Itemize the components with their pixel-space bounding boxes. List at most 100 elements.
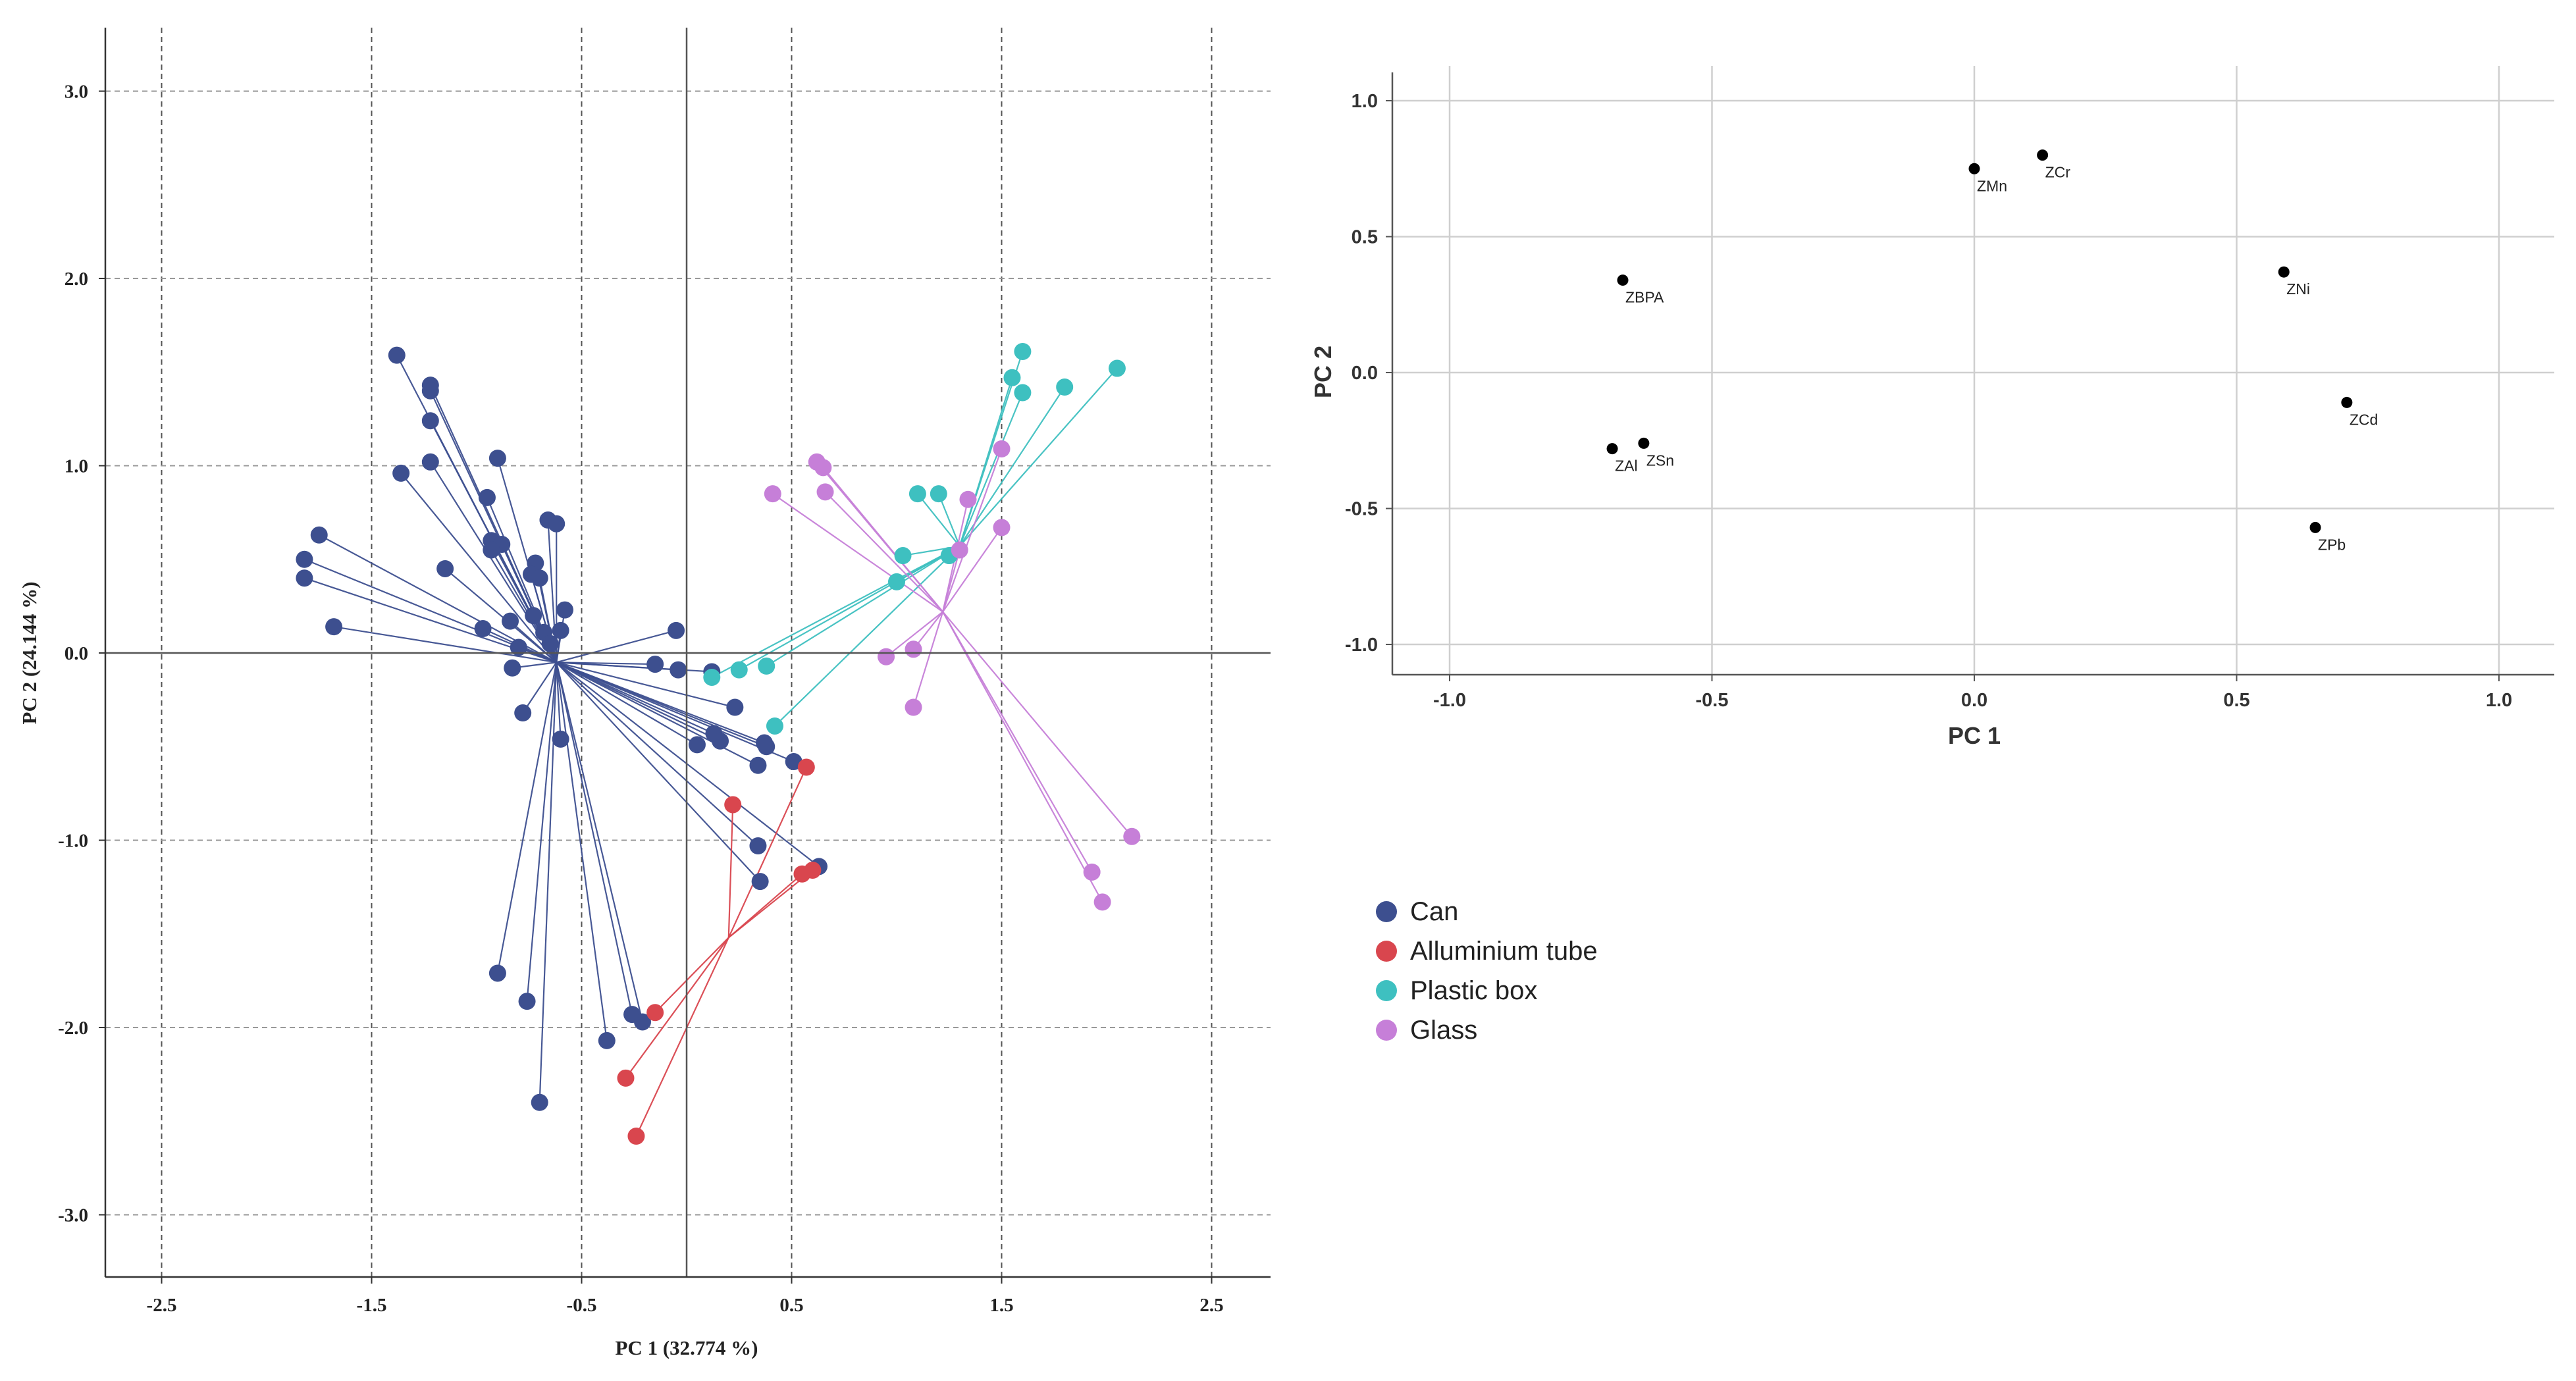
loading-point-zcr (2037, 149, 2049, 161)
point-can (474, 620, 492, 638)
point-can (688, 736, 706, 754)
ray-can (556, 662, 759, 847)
point-glass (1123, 827, 1141, 845)
loading-point-zni (2278, 266, 2290, 278)
point-plastic-box (766, 717, 783, 735)
point-can (556, 601, 573, 619)
point-glass (878, 648, 895, 665)
loading-point-zpb (2309, 521, 2321, 533)
ray-can (556, 662, 758, 766)
legend-label-alluminium-tube: Alluminium tube (1410, 936, 1598, 966)
point-can (325, 618, 343, 636)
score-y-tick-label: 3.0 (65, 82, 88, 103)
legend-label-can: Can (1410, 897, 1459, 926)
score-y-tick-label: -3.0 (58, 1205, 88, 1226)
legend-item-can: Can (1376, 892, 1598, 931)
loading-x-tick-label: -0.5 (1696, 690, 1729, 711)
point-can (712, 732, 729, 750)
point-can (296, 550, 313, 568)
ray-can (556, 662, 644, 1022)
ray-can (510, 620, 557, 664)
point-can (504, 659, 521, 677)
ray-can (556, 662, 608, 1041)
point-can (525, 607, 542, 625)
point-glass (993, 519, 1011, 536)
ray-plastic-box (959, 392, 1024, 547)
point-glass (764, 485, 781, 503)
point-can (392, 464, 410, 482)
loading-label-zbpa: ZBPA (1625, 289, 1664, 306)
point-can (436, 560, 454, 577)
loading-plot-y-axis-label: PC 2 (1309, 346, 1336, 398)
point-plastic-box (930, 485, 947, 503)
point-plastic-box (908, 485, 926, 503)
score-y-tick-label: 0.0 (65, 643, 88, 664)
ray-alluminium-tube (654, 937, 729, 1014)
loading-label-zmn: ZMn (1977, 177, 2007, 194)
point-can (670, 661, 687, 679)
point-can (421, 412, 439, 430)
loading-point-zal (1606, 443, 1618, 455)
point-plastic-box (894, 547, 912, 565)
point-can (510, 638, 527, 656)
ray-glass (822, 467, 944, 613)
ray-can (429, 461, 558, 663)
point-can (668, 621, 685, 639)
score-y-tick-label: -1.0 (58, 831, 88, 852)
point-can (758, 738, 775, 756)
ray-plastic-box (766, 545, 960, 667)
score-plot-y-axis-label: PC 2 (24.144 %) (18, 582, 41, 725)
point-plastic-box (1014, 342, 1032, 360)
score-plot-rays (304, 351, 1133, 1137)
ray-can (556, 662, 698, 746)
point-plastic-box (703, 668, 721, 686)
point-can (552, 621, 569, 639)
score-plot-axes: -2.5 -1.5 -0.5 0.5 1.5 2.5 3.0 2.0 1.0 0.0 -1.0 -2.… (58, 28, 1271, 1316)
ray-alluminium-tube (625, 937, 729, 1079)
point-can (531, 1093, 548, 1111)
score-x-tick-label: 2.5 (1199, 1295, 1223, 1316)
point-plastic-box (730, 661, 748, 679)
score-plot: -2.5 -1.5 -0.5 0.5 1.5 2.5 3.0 2.0 1.0 0.0 -1.0 -2.… (18, 28, 1271, 1359)
loading-point-zmn (1968, 163, 1980, 174)
ray-glass (912, 612, 944, 708)
ray-glass (942, 611, 1093, 873)
point-glass (1093, 893, 1111, 911)
loading-label-zal: ZAl (1615, 457, 1638, 475)
loading-plot-axes: -1.0 -0.5 0.0 0.5 1.0 1.0 0.5 0.0 -0.5 -1.0 (1345, 72, 2554, 711)
ray-glass (942, 527, 1003, 613)
score-y-tick-label: 2.0 (65, 269, 88, 290)
loading-x-tick-label: 0.5 (2223, 690, 2249, 711)
ray-glass (942, 550, 960, 612)
point-can (421, 382, 439, 400)
score-x-tick-label: 0.5 (779, 1295, 803, 1316)
point-can (548, 515, 565, 533)
point-plastic-box (1108, 359, 1126, 377)
point-plastic-box (758, 657, 775, 675)
point-glass (1083, 863, 1101, 881)
point-can (478, 488, 496, 506)
legend: Can Alluminium tube Plastic box Glass (1376, 892, 1598, 1050)
ray-glass (942, 611, 1133, 837)
point-can (749, 837, 767, 855)
ray-can (526, 662, 558, 1002)
legend-label-glass: Glass (1410, 1015, 1478, 1045)
ray-can (556, 662, 761, 882)
point-can (488, 964, 506, 982)
ray-plastic-box (774, 546, 960, 727)
legend-label-plastic-box: Plastic box (1410, 976, 1538, 1005)
ray-can (556, 662, 721, 742)
score-y-tick-label: 1.0 (65, 456, 88, 477)
loading-y-tick-label: 0.0 (1352, 363, 1378, 384)
point-alluminium-tube (617, 1069, 635, 1087)
ray-can (333, 626, 557, 664)
point-can (514, 704, 532, 722)
ray-can (556, 662, 735, 708)
ray-alluminium-tube (635, 937, 729, 1137)
point-can (726, 698, 744, 716)
point-can (502, 612, 519, 630)
ray-can (556, 662, 633, 1015)
loading-x-tick-label: 0.0 (1961, 690, 1987, 711)
point-can (598, 1031, 616, 1049)
